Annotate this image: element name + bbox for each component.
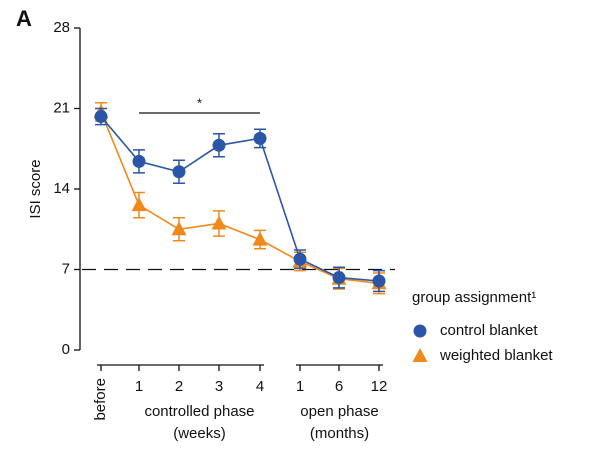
- x-group-label: open phase: [300, 403, 378, 420]
- y-tick-label: 0: [62, 341, 70, 358]
- legend-label: control blanket: [440, 322, 538, 339]
- series-line: [100, 116, 380, 282]
- y-axis-label: ISI score: [27, 159, 44, 218]
- marker: [252, 231, 268, 246]
- panel-label: A: [16, 6, 32, 31]
- x-tick-label: 2: [175, 378, 183, 395]
- y-tick-label: 14: [53, 180, 70, 197]
- x-tick-label: 3: [215, 378, 223, 395]
- annotation: *: [197, 95, 202, 110]
- marker: [253, 131, 267, 145]
- legend-label: weighted blanket: [439, 347, 553, 364]
- marker: [293, 252, 307, 266]
- marker: [172, 165, 186, 179]
- y-tick-label: 28: [53, 19, 70, 36]
- legend-title: group assignment¹: [412, 289, 536, 306]
- legend-marker: [413, 324, 427, 338]
- x-group-label: controlled phase: [144, 403, 254, 420]
- x-group-unit: (months): [310, 425, 369, 442]
- x-group-unit: (weeks): [173, 425, 226, 442]
- marker: [372, 274, 386, 288]
- series-line: [100, 111, 380, 285]
- legend-marker: [412, 348, 428, 362]
- y-tick-label: 21: [53, 99, 70, 116]
- marker: [212, 138, 226, 152]
- marker: [171, 221, 187, 236]
- marker: [131, 197, 147, 212]
- marker: [332, 271, 346, 285]
- x-tick-label: 12: [371, 378, 388, 395]
- marker: [211, 215, 227, 230]
- x-tick-label: 6: [335, 378, 343, 395]
- x-tick-label: before: [92, 378, 109, 421]
- marker: [132, 154, 146, 168]
- x-tick-label: 4: [256, 378, 264, 395]
- y-tick-label: 7: [62, 260, 70, 277]
- x-tick-label: 1: [296, 378, 304, 395]
- marker: [94, 110, 108, 124]
- x-tick-label: 1: [135, 378, 143, 395]
